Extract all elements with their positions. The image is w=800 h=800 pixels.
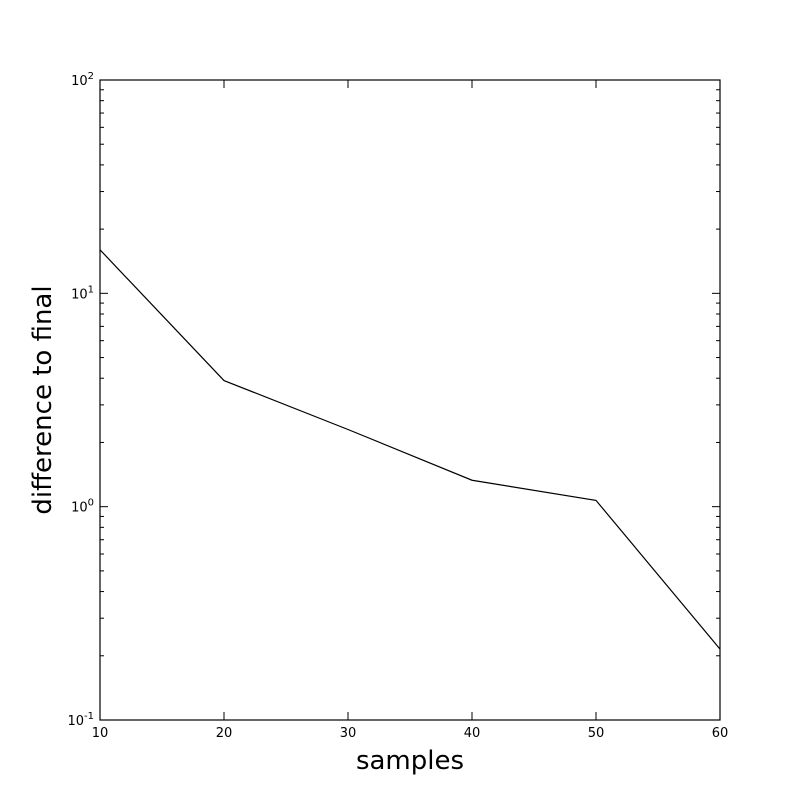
x-tick-label: 20 [216, 726, 233, 741]
y-tick-label: 100 [71, 498, 94, 516]
x-tick-label: 10 [92, 726, 109, 741]
y-tick-label-exponent: 2 [88, 71, 94, 82]
minor-ticks [100, 89, 720, 657]
y-axis-label: difference to final [28, 285, 58, 514]
x-tick-labels: 10 20 30 40 50 60 [92, 726, 729, 741]
y-tick-label-exponent: -1 [84, 711, 94, 722]
x-tick-label: 50 [588, 726, 605, 741]
x-tick-label: 40 [464, 726, 481, 741]
plot-frame [99, 79, 721, 721]
y-tick-label-base: 10 [71, 287, 88, 302]
y-tick-label: 102 [71, 71, 94, 89]
y-tick-label: 10-1 [67, 711, 94, 729]
y-tick-label-base: 10 [67, 714, 84, 729]
y-tick-label-exponent: 0 [88, 498, 94, 509]
series-line [99, 249, 721, 650]
y-tick-label-base: 10 [71, 501, 88, 516]
x-axis-label: samples [356, 746, 464, 776]
y-tick-label: 101 [71, 284, 94, 302]
y-tick-label-exponent: 1 [88, 284, 94, 295]
x-tick-label: 30 [340, 726, 357, 741]
x-tick-label: 60 [712, 726, 729, 741]
y-tick-label-base: 10 [71, 74, 88, 89]
